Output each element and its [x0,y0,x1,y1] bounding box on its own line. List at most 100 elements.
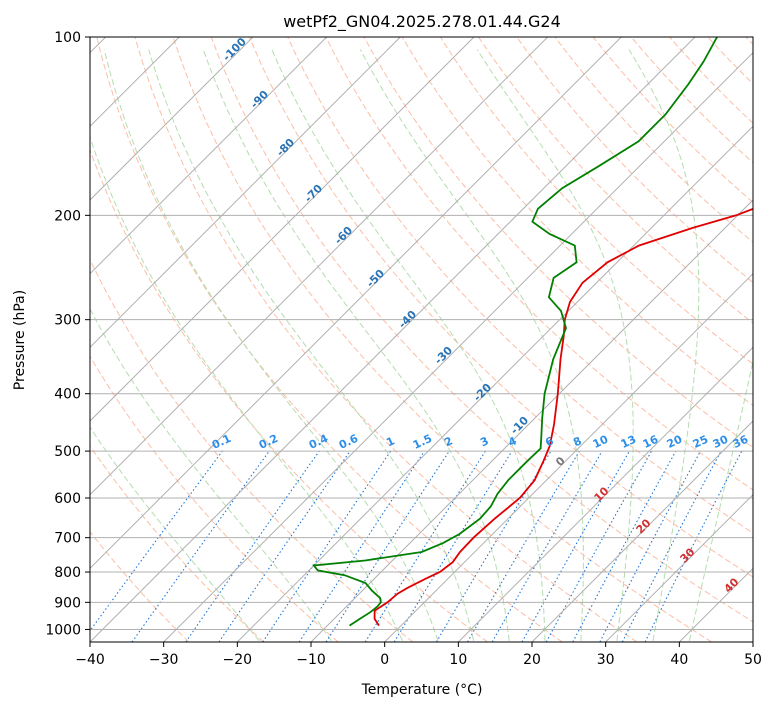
mixing-ratio-line [131,450,270,642]
y-tick-label: 800 [54,565,81,581]
x-tick-label: −30 [149,652,179,668]
isotherm-label: -30 [432,344,455,367]
dry-adiabat-line [210,37,753,623]
isotherm-line [163,51,753,642]
mixing-ratio-label: 6 [543,434,556,449]
dry-adiabat-line [90,258,414,642]
mixing-ratio-label: 10 [591,433,611,451]
mixing-ratio-line [364,450,486,642]
dry-adiabat-line [745,37,753,46]
mixing-ratio-label: 36 [731,433,751,451]
mixing-ratio-label: 20 [665,433,685,451]
mixing-ratio-line [325,450,450,642]
isotherm-line [605,493,753,642]
isotherm-line [236,125,753,642]
x-tick-label: 10 [449,652,467,668]
mixing-ratio-label: 0.4 [307,432,330,452]
isotherm-line [90,37,696,642]
mixing-ratio-label: 16 [641,433,661,451]
mixing-ratio-line [521,450,630,642]
isotherm-label: -80 [274,136,297,159]
moist-adiabat-line [359,49,584,641]
moist-adiabat-line [90,426,260,642]
isotherm-label: -20 [471,381,494,404]
x-tick-label: 0 [380,652,389,668]
mixing-ratio-label: 1 [384,434,396,449]
moist-adiabat-line [148,49,475,641]
isotherm-line [531,420,753,642]
profile-series [312,37,753,627]
dry-adiabat-line [90,530,190,642]
y-tick-label: 500 [54,444,81,460]
isotherm-line [90,37,622,570]
mixing-ratio-line [298,450,425,642]
mixing-ratio-label: 30 [711,433,731,451]
moist-adiabat-label: 20 [634,516,654,536]
isotherm-line [457,346,753,642]
y-tick-label: 200 [54,208,81,224]
isotherm-label: -10 [508,414,531,437]
isotherm-label: -50 [364,267,387,290]
dry-adiabat-line [401,37,753,407]
y-axis-ticks: 100 200 300 400 500 600 700 800 900 1000 [45,30,90,638]
x-tick-label: 20 [523,652,541,668]
moist-adiabat-line [90,308,332,642]
y-tick-label: 700 [54,531,81,547]
mixing-ratio-label: 2 [442,434,454,449]
dry-adiabat-line [172,37,712,642]
mixing-ratio-line [599,450,701,642]
y-tick-label: 300 [54,313,81,329]
isotherm-label: -60 [332,224,355,247]
isotherm-line [90,37,549,496]
y-tick-label: 600 [54,491,81,507]
y-tick-label: 100 [54,30,81,46]
mixing-ratio-line [572,450,677,642]
isotherm-line [90,37,328,275]
isotherm-line [90,37,475,422]
mixing-ratio-line [262,450,392,642]
plot-frame [89,36,754,643]
dry-adiabat-line [363,37,753,448]
x-tick-label: −40 [75,652,105,668]
mixing-ratio-line [545,450,653,642]
x-tick-label: 40 [670,652,688,668]
moist-adiabat-line [90,135,403,641]
x-axis-label: Temperature (°C) [361,682,483,698]
moist-adiabat-line [103,49,439,641]
mixing-ratio-label: 0.1 [210,432,233,452]
moist-adiabat-line [688,358,753,641]
background-lines [90,37,753,642]
mixing-ratio-label: 3 [478,434,490,449]
mixing-ratio-line [435,450,552,642]
isotherm-label: -100 [220,35,249,64]
y-axis-label: Pressure (hPa) [12,290,28,390]
mixing-ratio-label: 25 [691,433,710,451]
isotherm-line [752,641,753,642]
mixing-ratio-line [218,450,351,642]
dry-adiabat-line [249,37,753,578]
dry-adiabat-line [90,445,264,642]
y-tick-label: 1000 [45,622,81,638]
x-tick-label: 30 [597,652,615,668]
isotherm-label: -90 [248,88,271,111]
mixing-ratio-label: 13 [619,433,638,451]
grid-lines [90,37,753,642]
mixing-ratio-line [644,450,743,642]
dry-adiabat-line [554,37,753,243]
dry-adiabat-line [90,355,339,642]
isotherm-label: -70 [302,182,325,205]
isotherm-line [384,272,753,642]
moist-adiabat-label: 40 [722,575,742,595]
dry-adiabat-line [325,37,753,491]
mixing-ratio-line [393,450,513,642]
profile-line-1 [373,207,753,627]
moist-adiabat-line [628,49,700,641]
moist-adiabat-line [271,49,546,641]
isotherm-line [310,199,753,642]
moist-adiabat-line [202,49,510,641]
x-tick-label: −20 [223,652,253,668]
profile-line-2 [312,37,718,627]
mixing-ratio-line [185,450,320,642]
dry-adiabat-line [287,37,753,534]
